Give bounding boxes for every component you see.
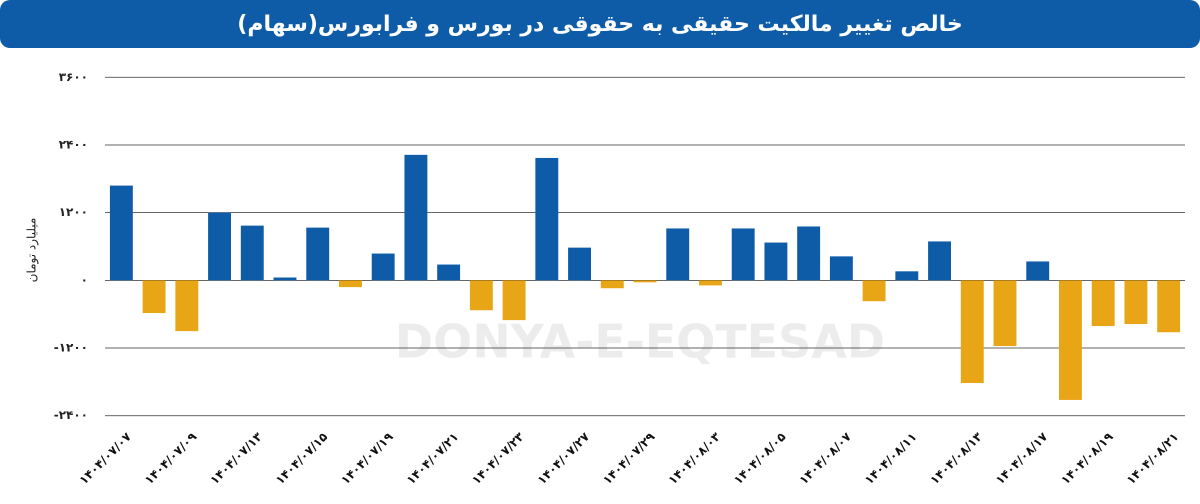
bar: [1124, 280, 1148, 325]
bar: [633, 280, 657, 283]
bar: [928, 241, 951, 281]
y-tick-label: ۰: [81, 273, 88, 287]
bar: [306, 227, 330, 281]
bar: [1059, 280, 1082, 400]
y-tick-label: -۲۴۰۰: [54, 408, 88, 422]
bar: [142, 280, 166, 314]
bar: [208, 212, 231, 281]
bar: [797, 226, 821, 281]
bar: [568, 247, 591, 281]
bar: [862, 280, 886, 302]
bar: [1026, 261, 1050, 281]
bar: [993, 280, 1017, 347]
bar: [829, 256, 853, 281]
bar: [600, 280, 624, 289]
y-axis-label: میلیارد تومان: [25, 218, 40, 283]
bar: [469, 280, 493, 311]
y-tick-label: ۲۴۰۰: [59, 137, 88, 151]
bar: [404, 154, 428, 281]
bar: [109, 185, 133, 281]
bar: [273, 277, 297, 281]
chart-title: خالص تغییر مالکیت حقیقی به حقوقی در بورس…: [237, 12, 962, 37]
title-bar: [0, 0, 1200, 48]
bar: [175, 280, 199, 332]
bar: [371, 253, 395, 281]
bar: [535, 157, 559, 281]
bar: [437, 264, 461, 281]
bar: [960, 280, 984, 384]
bar: [731, 228, 755, 281]
bar: [764, 242, 788, 281]
bar: [699, 280, 722, 286]
y-tick-label: ۳۶۰۰: [59, 70, 88, 84]
bar: [1157, 280, 1181, 333]
bar: [666, 228, 690, 281]
y-tick-label: -۱۲۰۰: [54, 341, 88, 355]
y-tick-label: ۱۲۰۰: [59, 205, 88, 219]
bar: [502, 280, 526, 321]
watermark: DONYA-E-EQTESAD: [395, 315, 885, 369]
bar: [1091, 280, 1115, 327]
bar: [895, 271, 919, 281]
bar: [339, 280, 362, 288]
bar: [240, 225, 264, 281]
